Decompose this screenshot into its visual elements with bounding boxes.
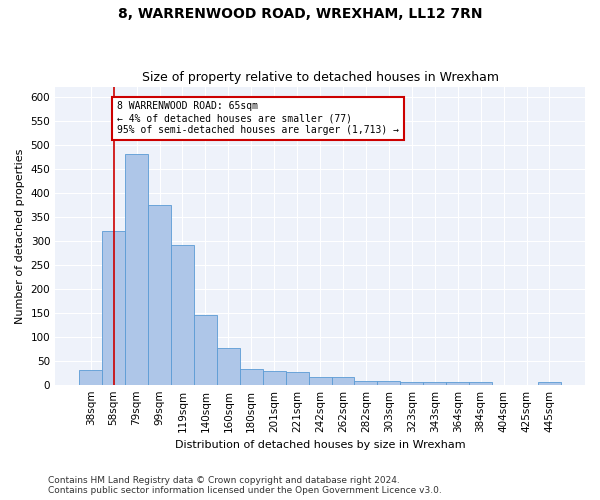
Bar bbox=[148, 204, 171, 384]
Bar bbox=[217, 348, 240, 385]
Y-axis label: Number of detached properties: Number of detached properties bbox=[15, 148, 25, 324]
Bar bbox=[332, 378, 355, 384]
Bar bbox=[423, 382, 446, 384]
Bar bbox=[446, 382, 469, 384]
Bar bbox=[286, 372, 308, 384]
Bar bbox=[171, 246, 194, 384]
Bar bbox=[240, 370, 263, 384]
Bar bbox=[400, 382, 423, 384]
Title: Size of property relative to detached houses in Wrexham: Size of property relative to detached ho… bbox=[142, 72, 499, 85]
Bar bbox=[538, 382, 561, 384]
Bar bbox=[377, 382, 400, 384]
Text: Contains HM Land Registry data © Crown copyright and database right 2024.
Contai: Contains HM Land Registry data © Crown c… bbox=[48, 476, 442, 495]
Bar bbox=[79, 370, 102, 384]
Bar bbox=[125, 154, 148, 384]
Text: 8 WARRENWOOD ROAD: 65sqm
← 4% of detached houses are smaller (77)
95% of semi-de: 8 WARRENWOOD ROAD: 65sqm ← 4% of detache… bbox=[117, 102, 399, 134]
Bar bbox=[194, 315, 217, 384]
Bar bbox=[469, 382, 492, 384]
X-axis label: Distribution of detached houses by size in Wrexham: Distribution of detached houses by size … bbox=[175, 440, 466, 450]
Text: 8, WARRENWOOD ROAD, WREXHAM, LL12 7RN: 8, WARRENWOOD ROAD, WREXHAM, LL12 7RN bbox=[118, 8, 482, 22]
Bar bbox=[308, 378, 332, 384]
Bar bbox=[355, 381, 377, 384]
Bar bbox=[102, 231, 125, 384]
Bar bbox=[263, 371, 286, 384]
